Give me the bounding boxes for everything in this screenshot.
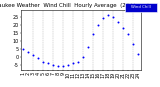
Point <box>107 15 110 16</box>
Point <box>32 55 35 56</box>
Point <box>82 56 85 58</box>
Point <box>27 51 30 53</box>
Point <box>77 61 80 62</box>
Point <box>122 27 125 29</box>
Point <box>22 48 25 50</box>
Point <box>117 21 120 22</box>
Point <box>132 43 135 45</box>
Point <box>57 66 60 67</box>
Point <box>62 66 65 67</box>
Text: Wind Chill: Wind Chill <box>131 5 151 9</box>
Point <box>72 62 75 64</box>
Point <box>37 58 40 59</box>
Point <box>67 64 70 66</box>
Point <box>52 64 55 66</box>
Point <box>92 34 95 35</box>
Point <box>112 16 115 18</box>
Text: Milwaukee Weather  Wind Chill  Hourly Average  (24 Hours): Milwaukee Weather Wind Chill Hourly Aver… <box>0 3 149 8</box>
Point <box>97 24 100 25</box>
Point <box>137 53 140 54</box>
Point <box>127 34 130 35</box>
Point <box>87 47 90 48</box>
Point <box>102 18 105 19</box>
Point <box>42 61 45 62</box>
Point <box>47 62 50 64</box>
